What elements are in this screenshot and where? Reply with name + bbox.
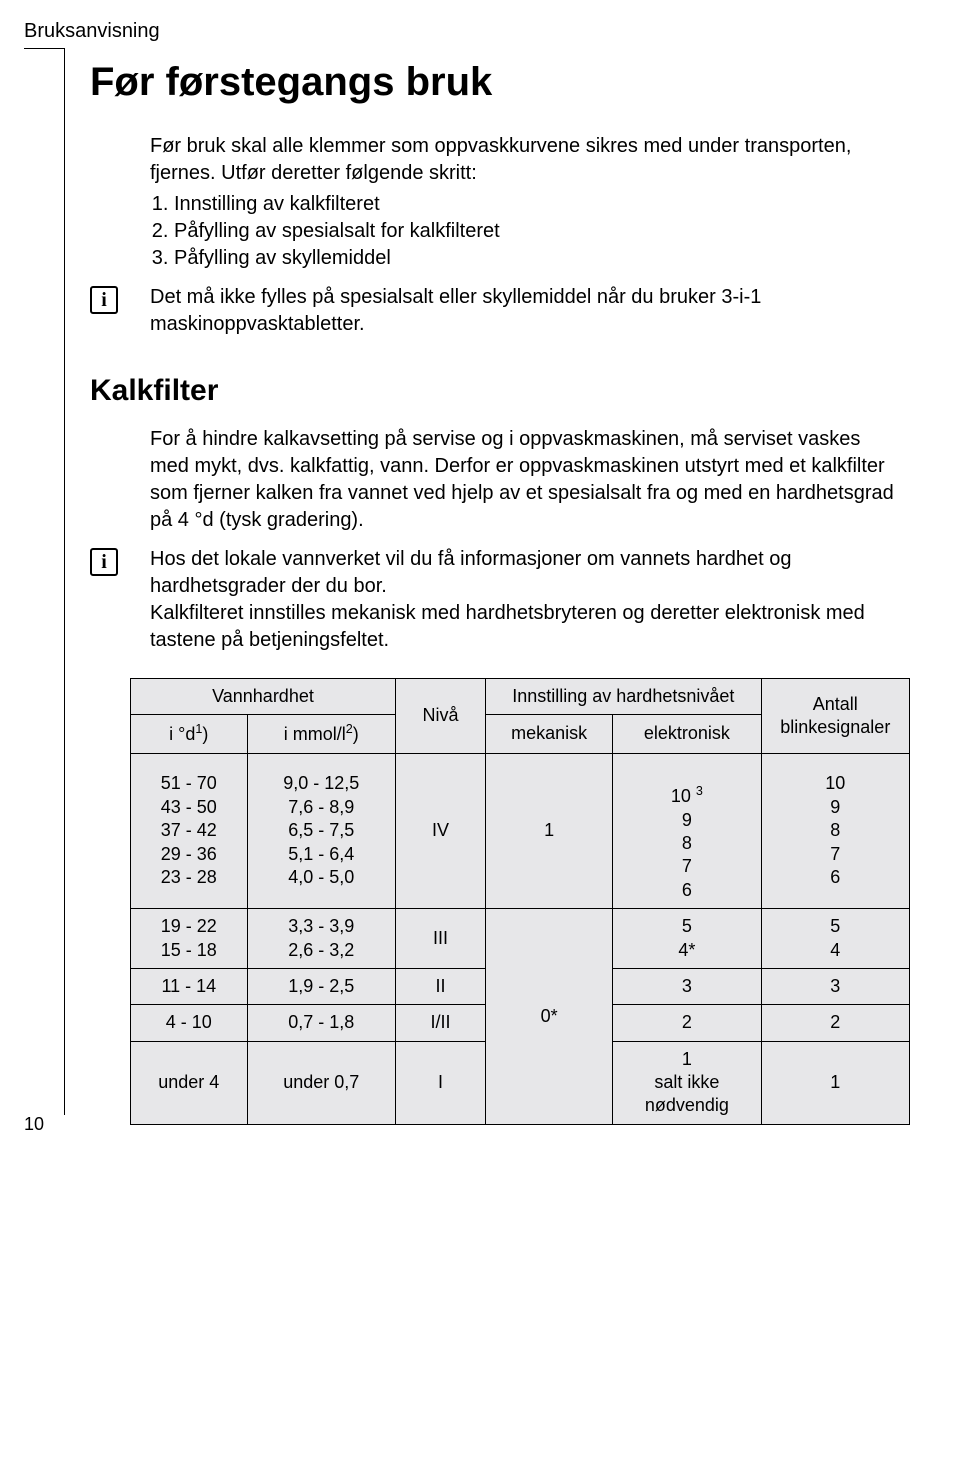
th-d-text: i °d	[169, 724, 195, 744]
cell-mmol: 0,7 - 1,8	[247, 1005, 395, 1041]
rule-tick	[24, 48, 64, 49]
th-mmol-text: i mmol/l	[284, 724, 346, 744]
cell-elek: 10 3 9 8 7 6	[613, 753, 761, 908]
th-elektronisk: elektronisk	[613, 715, 761, 753]
th-vannhardhet: Vannhardhet	[131, 679, 396, 715]
cell-blink: 10 9 8 7 6	[761, 753, 909, 908]
cell-elek: 1 salt ikke nødvendig	[613, 1041, 761, 1124]
vertical-rule	[64, 48, 65, 1115]
elek-sup: 3	[696, 784, 703, 798]
th-mekanisk: mekanisk	[486, 715, 613, 753]
step-item: Påfylling av skyllemiddel	[174, 245, 900, 272]
th-antall: Antall blinkesignaler	[761, 679, 909, 754]
th-mmol-sup: 2	[346, 722, 353, 736]
hardness-table: Vannhardhet Nivå Innstilling av hardhets…	[130, 678, 910, 1125]
cell-d: 51 - 70 43 - 50 37 - 42 29 - 36 23 - 28	[131, 753, 248, 908]
cell-mmol: 1,9 - 2,5	[247, 968, 395, 1004]
section-title-kalkfilter: Kalkfilter	[90, 374, 900, 408]
cell-blink: 1	[761, 1041, 909, 1124]
table-row: 51 - 70 43 - 50 37 - 42 29 - 36 23 - 28 …	[131, 753, 910, 908]
cell-elek: 2	[613, 1005, 761, 1041]
cell-blink: 3	[761, 968, 909, 1004]
cell-elek: 5 4*	[613, 909, 761, 969]
th-niva: Nivå	[395, 679, 485, 754]
cell-blink: 5 4	[761, 909, 909, 969]
intro-paragraph: Før bruk skal alle klemmer som oppvaskku…	[150, 133, 900, 187]
th-mmol-close: )	[353, 724, 359, 744]
th-d-close: )	[202, 724, 208, 744]
th-innstilling: Innstilling av hardhetsnivået	[486, 679, 762, 715]
cell-niva: I/II	[395, 1005, 485, 1041]
cell-blink: 2	[761, 1005, 909, 1041]
cell-mmol: under 0,7	[247, 1041, 395, 1124]
steps-list: Innstilling av kalkfilteret Påfylling av…	[150, 191, 900, 272]
page-title: Før førstegangs bruk	[90, 60, 900, 105]
step-item: Påfylling av spesialsalt for kalkfiltere…	[174, 218, 900, 245]
elek-pre: 10	[671, 786, 696, 806]
cell-d: 4 - 10	[131, 1005, 248, 1041]
cell-niva: IV	[395, 753, 485, 908]
cell-mmol: 3,3 - 3,9 2,6 - 3,2	[247, 909, 395, 969]
th-d: i °d1)	[131, 715, 248, 753]
cell-mek: 0*	[486, 909, 613, 1125]
cell-d: 11 - 14	[131, 968, 248, 1004]
header-label: Bruksanvisning	[24, 20, 160, 43]
info-icon: i	[90, 548, 118, 576]
info-block-1: i Det må ikke fylles på spesialsalt elle…	[90, 284, 900, 338]
cell-mek: 1	[486, 753, 613, 908]
info-icon: i	[90, 286, 118, 314]
info-block-2: i Hos det lokale vannverket vil du få in…	[90, 546, 900, 654]
info-text: Det må ikke fylles på spesialsalt eller …	[150, 284, 900, 338]
cell-niva: III	[395, 909, 485, 969]
info-text: Hos det lokale vannverket vil du få info…	[150, 546, 900, 654]
kalkfilter-paragraph: For å hindre kalkavsetting på servise og…	[150, 426, 900, 534]
table-row: 19 - 22 15 - 18 3,3 - 3,9 2,6 - 3,2 III …	[131, 909, 910, 969]
cell-d: under 4	[131, 1041, 248, 1124]
table-header-row: Vannhardhet Nivå Innstilling av hardhets…	[131, 679, 910, 715]
step-item: Innstilling av kalkfilteret	[174, 191, 900, 218]
th-mmol: i mmol/l2)	[247, 715, 395, 753]
elek-rest: 9 8 7 6	[682, 810, 692, 900]
cell-mmol: 9,0 - 12,5 7,6 - 8,9 6,5 - 7,5 5,1 - 6,4…	[247, 753, 395, 908]
cell-elek: 3	[613, 968, 761, 1004]
cell-niva: II	[395, 968, 485, 1004]
cell-d: 19 - 22 15 - 18	[131, 909, 248, 969]
page-number: 10	[24, 1114, 44, 1135]
cell-niva: I	[395, 1041, 485, 1124]
